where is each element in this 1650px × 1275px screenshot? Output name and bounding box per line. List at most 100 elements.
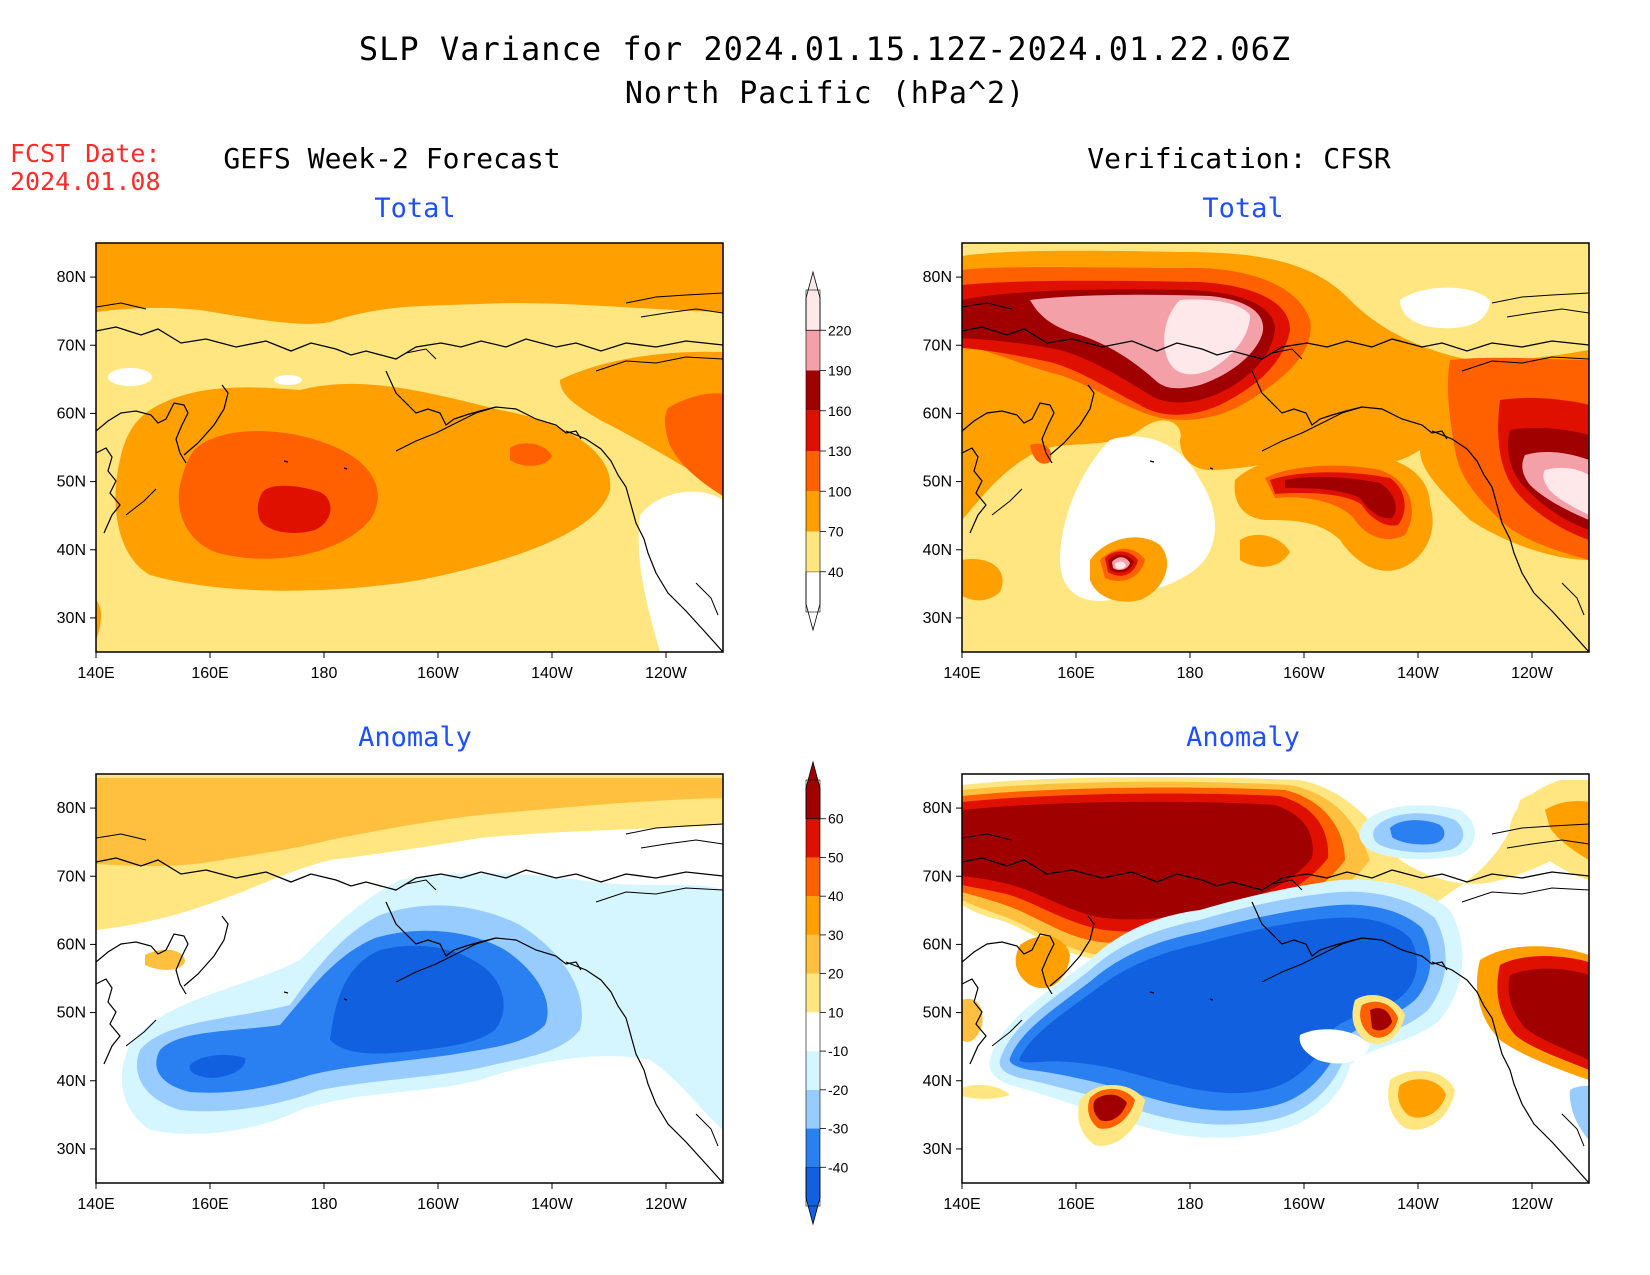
map-panel-fcst-anomaly: 140E 160E 180 160W 140W 120W 80N 70N 60N 50N 40N 30… [57,773,724,1213]
lon-tick-label: 160W [1283,665,1326,682]
lon-tick-label: 180 [311,665,338,682]
colorbar-label: 60 [828,811,844,827]
colorbar-label: 50 [828,849,844,865]
colorbar-label: -40 [828,1159,848,1175]
lat-tick-label: 70N [57,337,86,354]
lon-tick-label: 180 [1177,665,1204,682]
lon-tick-label: 160E [191,665,228,682]
colorbar-swatch [806,1128,820,1168]
forecast-column-title: GEFS Week-2 Forecast [223,142,561,175]
colorbar-label: 40 [828,564,844,580]
colorbar-label: 40 [828,888,844,904]
lon-tick-label: 160E [1057,1196,1094,1213]
lon-tick-label: 160W [417,665,460,682]
colorbar-swatch [806,1089,820,1129]
lon-tick-label: 140W [1397,1196,1440,1213]
lon-tick-label: 180 [311,1196,338,1213]
lat-tick-label: 60N [923,936,952,953]
lon-tick-label: 160E [191,1196,228,1213]
map-panel-fcst-total: 140E 160E 180 160W 140W 120W 80N 70N 60N 50N 40N 30… [57,242,724,682]
colorbar-swatch [806,451,820,492]
map-panel-verif-anomaly: 140E 160E 180 160W 140W 120W 80N 70N 60N 50N 40N 30… [923,773,1590,1213]
colorbar-swatch [806,973,820,1013]
lat-tick-label: 60N [923,405,952,422]
panel-title-fcst-anomaly: Anomaly [358,722,472,753]
colorbar-swatch [806,1012,820,1052]
colorbar-anomaly: -40 -30 -20 -10 10 20 30 40 50 60 [805,760,848,1226]
lat-tick-label: 40N [923,1073,952,1090]
colorbar-label: 130 [828,443,852,459]
lat-tick-label: 40N [57,1073,86,1090]
colorbar-swatch [806,818,820,858]
colorbar-swatch [806,1051,820,1090]
lon-tick-label: 140W [531,665,574,682]
lat-tick-label: 30N [57,1141,86,1158]
lon-tick-label: 180 [1177,1196,1204,1213]
lon-tick-label: 160W [417,1196,460,1213]
colorbar-swatch [806,370,820,411]
lon-tick-label: 160E [1057,665,1094,682]
colorbar-frame [805,779,821,1207]
lon-tick-label: 140W [1397,665,1440,682]
colorbar-swatch [806,896,820,935]
lat-tick-label: 50N [57,1005,86,1022]
lon-tick-label: 120W [1511,665,1554,682]
colorbar-total: 40 70 100 130 160 190 220 [805,270,852,632]
lat-tick-label: 40N [923,542,952,559]
map-panel-verif-total: 140E 160E 180 160W 140W 120W 80N 70N 60N 50N 40N 30… [923,242,1590,682]
lat-tick-label: 70N [923,337,952,354]
lat-tick-label: 60N [57,405,86,422]
lon-tick-label: 140E [77,665,114,682]
lon-tick-label: 120W [1511,1196,1554,1213]
lat-tick-label: 70N [923,868,952,885]
axes-verif-anomaly: 140E 160E 180 160W 140W 120W 80N 70N 60N 50N 40N 30… [923,800,1554,1213]
lat-tick-label: 70N [57,868,86,885]
lon-tick-label: 140W [531,1196,574,1213]
main-title: SLP Variance for 2024.01.15.12Z-2024.01.… [358,30,1292,68]
lat-tick-label: 50N [57,474,86,491]
lon-tick-label: 140E [943,1196,980,1213]
lon-tick-label: 120W [645,1196,688,1213]
colorbar-label: 220 [828,322,852,338]
axes-verif-total: 140E 160E 180 160W 140W 120W 80N 70N 60N 50N 40N 30… [923,269,1554,682]
lat-tick-label: 30N [923,1141,952,1158]
colorbar-swatch [806,531,820,572]
main-subtitle: North Pacific (hPa^2) [624,76,1026,111]
colorbar-label: 10 [828,1004,844,1020]
axes-fcst-anomaly: 140E 160E 180 160W 140W 120W 80N 70N 60N 50N 40N 30… [57,800,688,1213]
colorbar-label: 190 [828,363,852,379]
lat-tick-label: 40N [57,542,86,559]
panel-title-verif-total: Total [1202,193,1284,224]
colorbar-label: 100 [828,483,852,499]
fcst-date-label: FCST Date: 2024.01.08 [10,140,161,196]
lat-tick-label: 80N [57,269,86,286]
colorbar-swatch [805,1166,821,1226]
colorbar-label: -10 [828,1043,848,1059]
colorbar-swatch [805,571,821,632]
colorbar-swatch [806,410,820,451]
panel-title-verif-anomaly: Anomaly [1186,722,1300,753]
lat-tick-label: 80N [923,269,952,286]
lat-tick-label: 60N [57,936,86,953]
fcst-date-value: 2024.01.08 [10,167,161,196]
colorbar-swatch [806,934,820,974]
lon-tick-label: 160W [1283,1196,1326,1213]
axes-fcst-total: 140E 160E 180 160W 140W 120W 80N 70N 60N 50N 40N 30… [57,269,688,682]
colorbar-label: -20 [828,1082,848,1098]
colorbar-label: 160 [828,403,852,419]
lon-tick-label: 140E [77,1196,114,1213]
lon-tick-label: 120W [645,665,688,682]
colorbar-label: 70 [828,524,844,540]
lat-tick-label: 80N [57,800,86,817]
colorbar-label: 30 [828,927,844,943]
lat-tick-label: 30N [923,610,952,627]
lat-tick-label: 80N [923,800,952,817]
verification-column-title: Verification: CFSR [1087,142,1391,175]
colorbar-swatch [805,760,821,820]
fcst-date-caption: FCST Date: [10,139,161,168]
colorbar-swatch [806,857,820,897]
lon-tick-label: 140E [943,665,980,682]
colorbar-swatch [805,270,821,331]
lat-tick-label: 50N [923,1005,952,1022]
